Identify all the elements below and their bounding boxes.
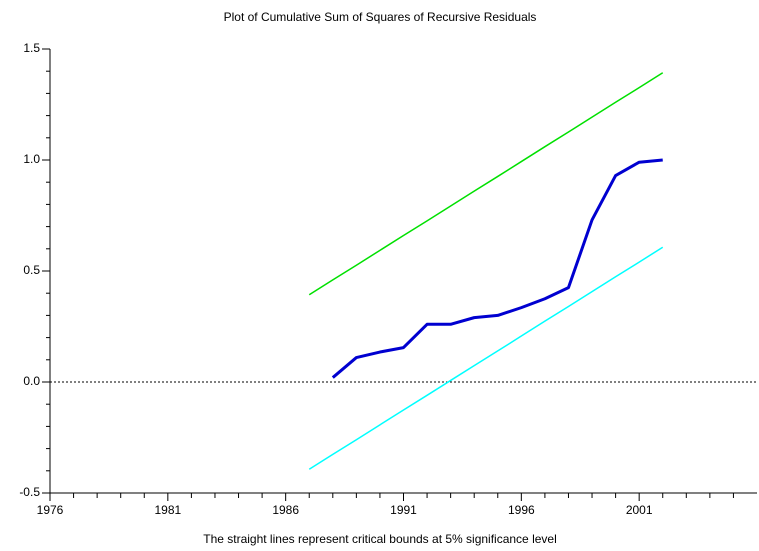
series-line [331,158,663,379]
y-tick-label: -0.5 [19,485,40,499]
x-tick-label: 1976 [37,503,64,517]
series-line [308,72,664,296]
x-tick-label: 1986 [272,503,299,517]
x-axis-label: The straight lines represent critical bo… [203,532,557,546]
chart-title: Plot of Cumulative Sum of Squares of Rec… [224,10,537,24]
y-tick-label: 1.0 [23,152,40,166]
y-tick-label: 0.5 [23,263,40,277]
x-tick-label: 1996 [508,503,535,517]
y-tick-label: 1.5 [23,41,40,55]
x-tick-label: 2001 [626,503,653,517]
x-tick-label: 1991 [390,503,417,517]
x-tick-label: 1981 [154,503,181,517]
series-line [308,246,664,470]
y-tick-label: 0.0 [23,374,40,388]
